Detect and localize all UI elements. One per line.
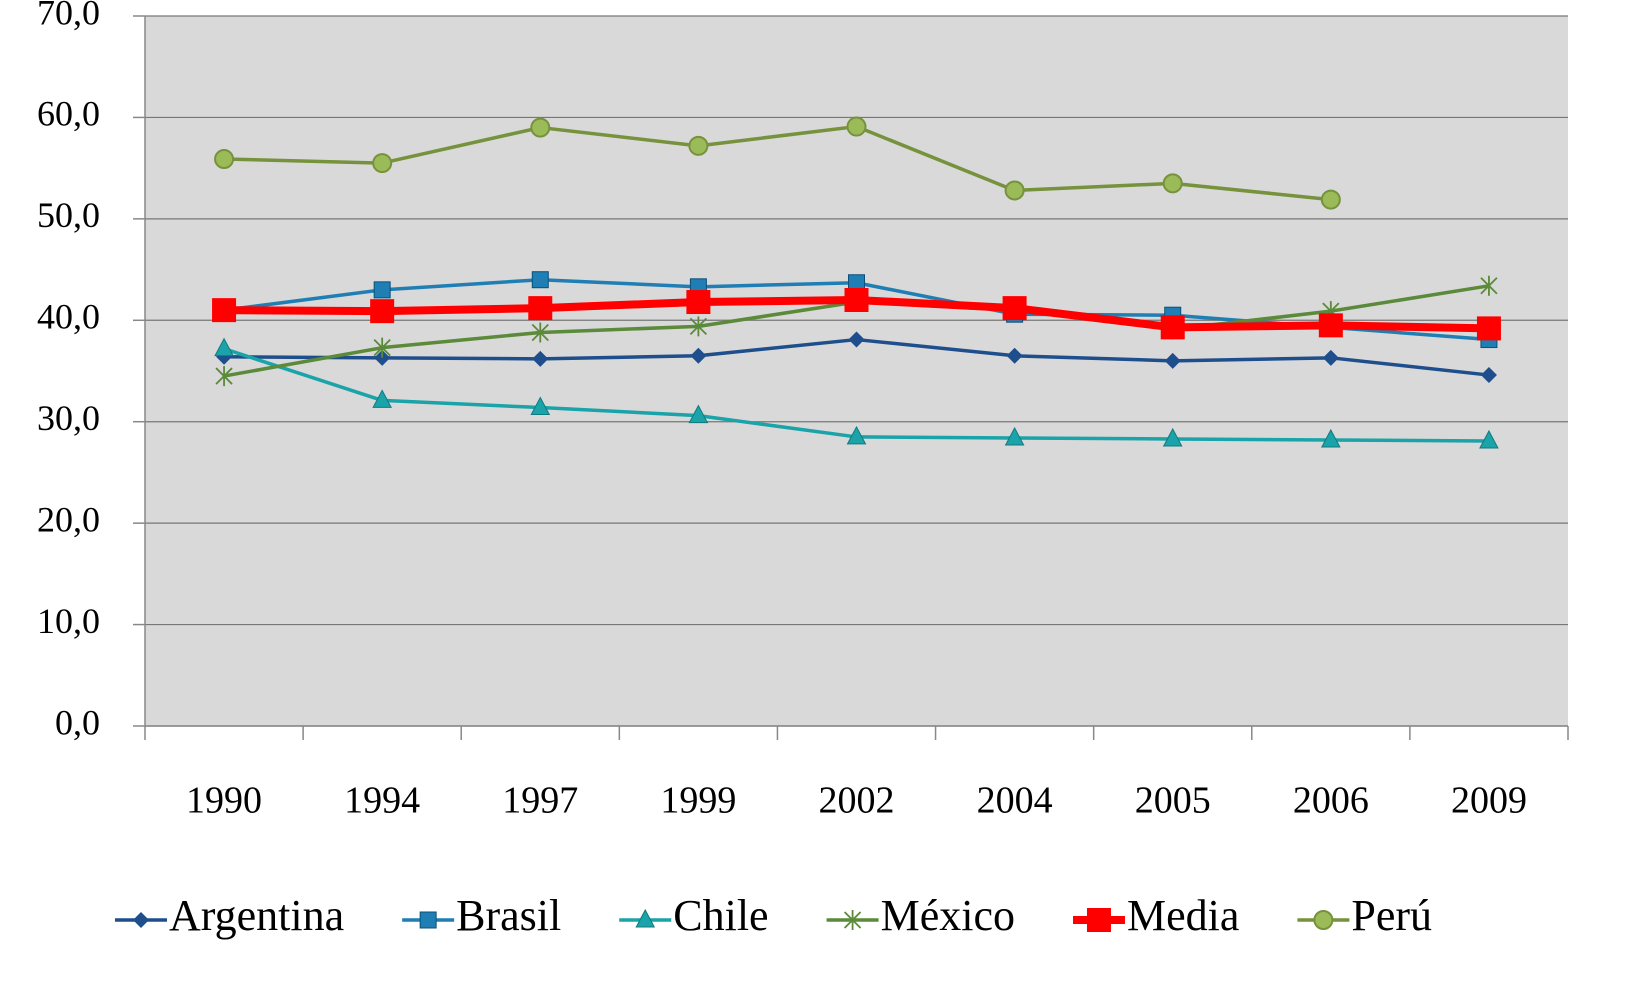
legend-label: Chile — [673, 891, 768, 940]
marker — [1480, 275, 1498, 296]
marker — [1004, 426, 1025, 446]
marker — [846, 116, 867, 137]
marker — [1164, 352, 1181, 369]
y-tick-label: 70,0 — [37, 0, 100, 32]
marker — [1318, 313, 1343, 338]
x-tick-label: 2004 — [977, 780, 1053, 822]
marker — [532, 350, 549, 367]
marker — [374, 349, 391, 366]
marker — [530, 396, 551, 416]
y-tick-label: 60,0 — [37, 94, 100, 134]
marker — [1160, 315, 1185, 340]
y-tick-label: 0,0 — [55, 702, 100, 742]
marker — [635, 908, 656, 928]
x-tick-label: 1999 — [660, 780, 736, 822]
marker — [843, 910, 862, 930]
marker — [1320, 428, 1341, 448]
y-tick-label: 20,0 — [37, 499, 100, 539]
marker — [690, 347, 707, 364]
marker — [1322, 349, 1339, 366]
marker — [419, 911, 437, 929]
marker — [1479, 429, 1499, 449]
x-tick-label: 1990 — [186, 780, 262, 822]
marker — [530, 117, 551, 138]
legend: Argentina Brasil Chile México Media Perú — [115, 891, 1432, 940]
marker — [688, 404, 709, 424]
marker — [1162, 427, 1183, 447]
marker — [848, 331, 865, 348]
marker — [686, 290, 711, 315]
marker — [1002, 296, 1027, 321]
x-tick-label: 2005 — [1135, 780, 1211, 822]
legend-label: Media — [1127, 891, 1239, 940]
legend-label: México — [881, 891, 1015, 940]
marker — [1320, 189, 1341, 210]
x-tick-label: 1997 — [502, 780, 578, 822]
marker — [531, 271, 549, 289]
y-tick-label: 50,0 — [37, 195, 100, 235]
y-tick-label: 30,0 — [37, 398, 100, 438]
marker — [214, 337, 234, 357]
legend-label: Brasil — [456, 891, 561, 940]
marker — [531, 322, 549, 343]
x-tick-label: 1994 — [344, 780, 420, 822]
marker — [215, 366, 233, 387]
marker — [372, 153, 393, 174]
marker — [1006, 347, 1023, 364]
legend-label: Perú — [1351, 891, 1432, 940]
marker — [1162, 173, 1183, 194]
marker — [1004, 180, 1025, 201]
marker — [1480, 367, 1497, 384]
x-tick-label: 2009 — [1451, 780, 1527, 822]
marker — [528, 296, 553, 321]
marker — [212, 298, 237, 323]
marker — [373, 281, 391, 299]
marker — [370, 299, 395, 324]
y-tick-label: 40,0 — [37, 297, 100, 337]
series-line — [224, 124, 1332, 202]
marker — [1476, 316, 1501, 341]
marker — [214, 149, 235, 170]
x-tick-label: 2006 — [1293, 780, 1369, 822]
marker — [689, 316, 708, 337]
marker — [1313, 910, 1334, 930]
marker — [844, 288, 869, 312]
y-tick-label: 10,0 — [37, 601, 100, 641]
marker — [688, 135, 709, 156]
x-tick-label: 2002 — [819, 780, 895, 822]
legend-label: Argentina — [169, 891, 344, 940]
marker — [373, 337, 391, 358]
marker — [133, 912, 149, 928]
marker — [1086, 908, 1111, 932]
marker — [846, 425, 867, 445]
marker — [372, 389, 392, 408]
